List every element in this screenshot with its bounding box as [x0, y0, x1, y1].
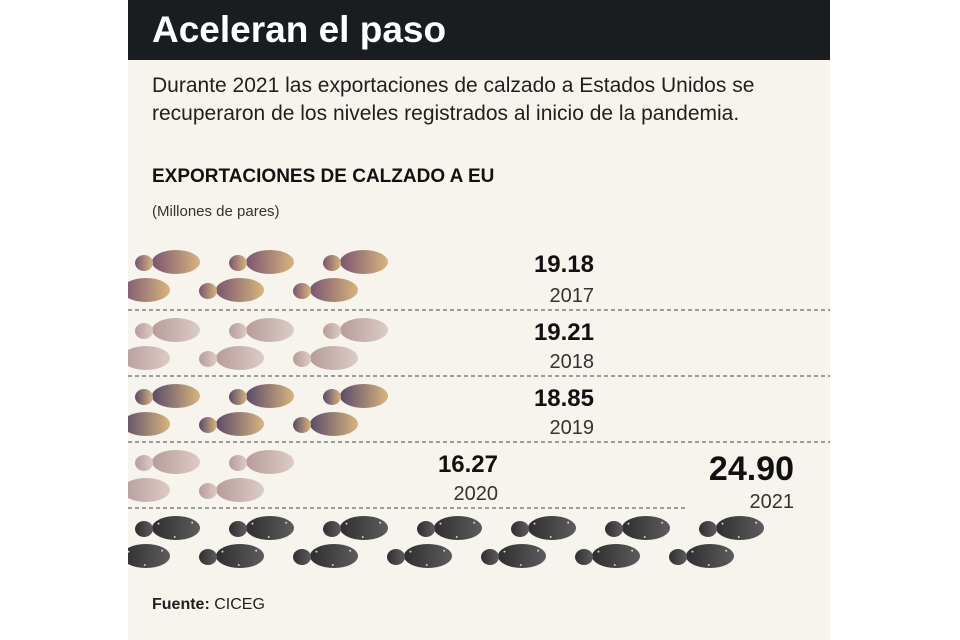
infographic-panel: Aceleran el paso Durante 2021 las export… [128, 0, 830, 640]
footprint-lower [199, 346, 264, 370]
bar-2017 [128, 250, 388, 302]
bar-2020 [128, 450, 294, 502]
footprint-upper [323, 250, 388, 274]
footprint-lower [387, 544, 452, 568]
footprint-lower [199, 544, 264, 568]
footprint-upper [699, 516, 764, 540]
value-label-2019: 18.85 [534, 385, 594, 412]
source-value: CICEG [214, 596, 265, 613]
footprint-chart: 19.18 2017 19.21 2018 18.85 2019 16.27 2020 24.9… [128, 250, 830, 568]
footprint-lower [128, 346, 170, 370]
units-label: (Millones de pares) [152, 203, 280, 220]
year-label-2017: 2017 [550, 285, 595, 307]
year-label-2020: 2020 [454, 483, 499, 505]
footprint-upper [135, 384, 200, 408]
footprint-lower [128, 278, 170, 302]
footprint-lower [199, 278, 264, 302]
source-label: Fuente: [152, 596, 210, 613]
footprint-upper [229, 450, 294, 474]
footprint-lower [293, 346, 358, 370]
footprint-upper [511, 516, 576, 540]
year-label-2018: 2018 [550, 351, 595, 373]
footprint-upper [323, 318, 388, 342]
value-label-2018: 19.21 [534, 319, 594, 346]
footprint-upper [229, 384, 294, 408]
footprint-upper [135, 250, 200, 274]
footprint-upper [229, 516, 294, 540]
bar-2018 [128, 318, 388, 370]
value-label-2021: 24.90 [709, 450, 794, 488]
footprint-upper [135, 318, 200, 342]
footprint-lower [481, 544, 546, 568]
footprint-lower [669, 544, 734, 568]
footprint-upper [323, 384, 388, 408]
source-note: Fuente: CICEG [152, 594, 265, 616]
footprint-lower [575, 544, 640, 568]
title-bar: Aceleran el paso [128, 0, 830, 60]
chart-title: EXPORTACIONES DE CALZADO A EU [152, 166, 495, 187]
footprint-upper [605, 516, 670, 540]
footprint-lower [293, 544, 358, 568]
footprint-upper [229, 318, 294, 342]
footprint-lower [199, 478, 264, 502]
footprint-upper [417, 516, 482, 540]
bar-2021 [128, 516, 764, 568]
year-label-2019: 2019 [550, 417, 595, 439]
footprint-lower [128, 478, 170, 502]
footprint-lower [128, 544, 170, 568]
page-title: Aceleran el paso [152, 9, 447, 50]
footprint-lower [128, 412, 170, 436]
bar-2019 [128, 384, 388, 436]
footprint-lower [293, 412, 358, 436]
footprint-upper [135, 450, 200, 474]
value-label-2017: 19.18 [534, 251, 594, 278]
footprint-upper [229, 250, 294, 274]
footprint-lower [199, 412, 264, 436]
subtitle: Durante 2021 las exportaciones de calzad… [152, 74, 755, 125]
footprint-upper [323, 516, 388, 540]
footprint-lower [293, 278, 358, 302]
value-label-2020: 16.27 [438, 451, 498, 478]
year-label-2021: 2021 [750, 491, 795, 513]
footprint-upper [135, 516, 200, 540]
